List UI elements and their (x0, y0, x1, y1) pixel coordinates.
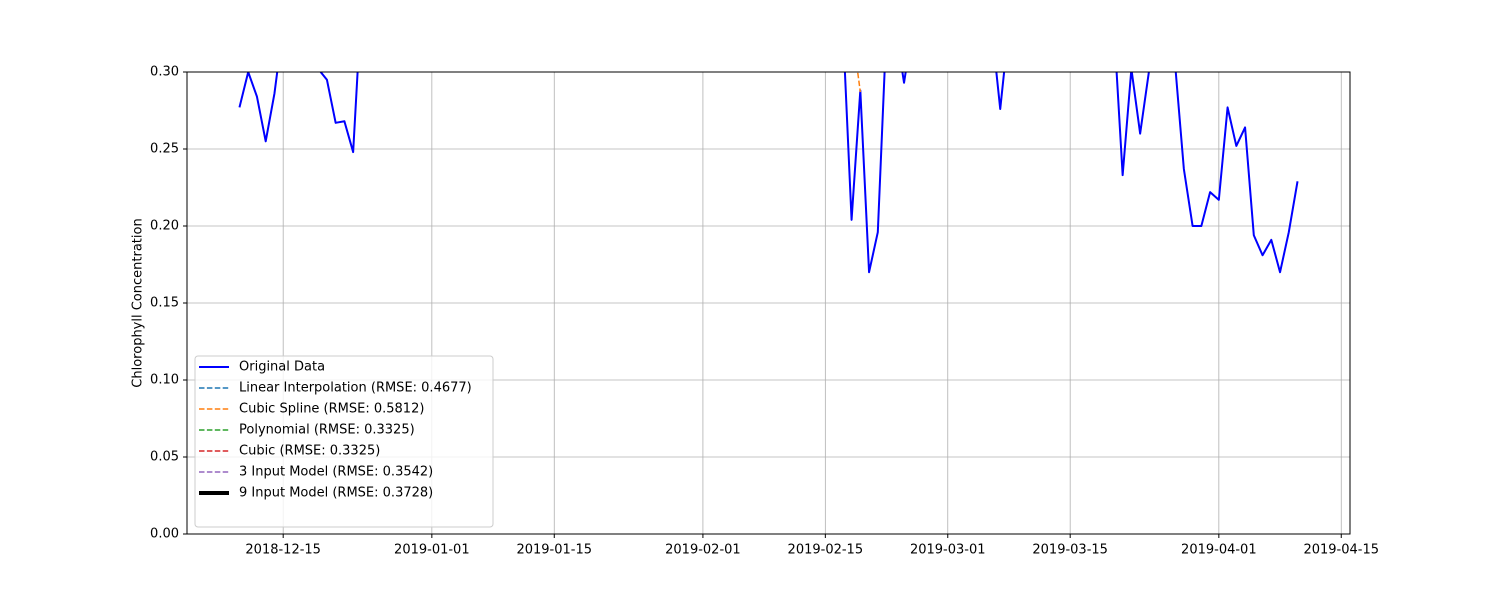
y-tick-label: 0.05 (150, 450, 179, 465)
x-tick-label: 2019-03-15 (1032, 543, 1108, 558)
x-tick-label: 2019-03-01 (910, 543, 986, 558)
x-tick-label: 2019-04-01 (1181, 543, 1257, 558)
legend-label: Cubic (RMSE: 0.3325) (239, 444, 380, 459)
series-line (856, 72, 862, 93)
legend-label: Linear Interpolation (RMSE: 0.4677) (239, 381, 472, 396)
series-line (238, 72, 1299, 274)
legend-label: Cubic Spline (RMSE: 0.5812) (239, 402, 424, 417)
x-tick-label: 2019-02-15 (788, 543, 864, 558)
x-tick-label: 2019-01-15 (516, 543, 592, 558)
x-tick-label: 2019-02-01 (665, 543, 741, 558)
legend: Original Data Linear Interpolation (RMSE:… (194, 355, 494, 528)
y-tick-label: 0.10 (150, 373, 179, 388)
y-tick-label: 0.00 (150, 527, 179, 542)
y-axis-label: Chlorophyll Concentration (131, 218, 146, 387)
x-tick-label: 2019-01-01 (394, 543, 470, 558)
lines (238, 72, 1299, 274)
x-tick-label: 2019-04-15 (1303, 543, 1379, 558)
legend-label: Polynomial (RMSE: 0.3325) (239, 423, 415, 438)
legend-label: 3 Input Model (RMSE: 0.3542) (239, 465, 433, 480)
x-tick-label: 2018-12-15 (245, 543, 321, 558)
legend-label: Original Data (239, 360, 325, 375)
y-tick-label: 0.30 (150, 65, 179, 80)
y-tick-label: 0.15 (150, 296, 179, 311)
legend-box (194, 355, 494, 528)
y-tick-label: 0.25 (150, 142, 179, 157)
y-tick-label: 0.20 (150, 219, 179, 234)
legend-label: 9 Input Model (RMSE: 0.3728) (239, 486, 433, 501)
